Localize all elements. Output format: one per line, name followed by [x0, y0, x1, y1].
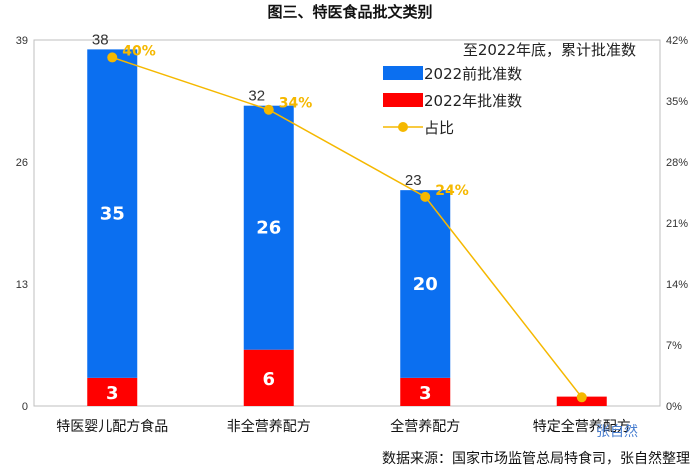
ratio-label: 24%: [435, 183, 469, 199]
y-right-tick-label: 42%: [666, 35, 688, 47]
bar-value-label: 26: [256, 218, 281, 239]
bar-value-label: 3: [106, 383, 119, 404]
y-left-tick-label: 26: [16, 157, 28, 169]
data-labels: 35 3 38 26 6 32 20 3 23 40% 34% 24%: [92, 31, 469, 404]
legend-title: 至2022年底，累计批准数: [463, 41, 636, 59]
ratio-point: [420, 191, 431, 202]
x-category-label: 非全营养配方: [227, 418, 311, 435]
bar-2022-new: [87, 377, 138, 406]
bar-2022-new: [243, 349, 294, 406]
bar-pre-2022: [400, 190, 451, 378]
source-note: 数据来源：国家市场监管总局特食司，张自然整理: [382, 450, 690, 467]
ratio-line: [107, 52, 587, 403]
bar-total-label: 38: [92, 31, 109, 48]
bar-pre-2022: [243, 105, 294, 350]
y-right-tick-label: 21%: [666, 218, 688, 230]
bar-2022-new: [400, 377, 451, 406]
ratio-polyline: [112, 56, 583, 398]
chart-title: 图三、特医食品批文类别: [267, 3, 432, 21]
bar-value-label: 3: [419, 383, 432, 404]
ratio-label: 40%: [122, 43, 156, 59]
ratio-label: 34%: [279, 96, 313, 112]
y-left-tick-label: 0: [22, 401, 28, 413]
y-left-tick-label: 13: [16, 279, 28, 291]
legend-swatch: [383, 93, 423, 107]
x-category-label: 特定全营养配方: [533, 418, 631, 435]
y-right-tick-label: 35%: [666, 96, 688, 108]
axes: 0 13 26 39 0% 7% 14% 21% 28% 35% 42% 特医婴儿配方食品 非全营养配方…: [16, 35, 688, 435]
bar-pre-2022: [87, 49, 138, 378]
plot-frame: [33, 39, 661, 407]
bar-total-label: 32: [248, 88, 265, 105]
bars: [87, 49, 607, 406]
y-right-tick-label: 28%: [666, 157, 688, 169]
ratio-point: [576, 392, 587, 403]
x-category-label: 特医婴儿配方食品: [56, 418, 168, 435]
bar-value-label: 6: [262, 369, 275, 390]
legend-line-marker: [398, 122, 408, 132]
y-right-tick-label: 14%: [666, 279, 688, 291]
legend-swatch: [383, 66, 423, 80]
x-category-label: 全营养配方: [390, 418, 460, 435]
watermark: 张自然: [596, 423, 638, 440]
ratio-point: [107, 52, 118, 63]
bar-value-label: 20: [413, 274, 438, 295]
legend-label: 2022年批准数: [424, 92, 522, 110]
legend-label: 占比: [424, 119, 454, 137]
legend-label: 2022前批准数: [424, 65, 522, 83]
y-right-tick-label: 7%: [666, 340, 682, 352]
ratio-point: [263, 104, 274, 115]
bar-value-label: 35: [100, 204, 125, 225]
bar-total-label: 23: [405, 172, 422, 189]
y-right-tick-label: 0%: [666, 401, 682, 413]
y-left-tick-label: 39: [16, 35, 28, 47]
